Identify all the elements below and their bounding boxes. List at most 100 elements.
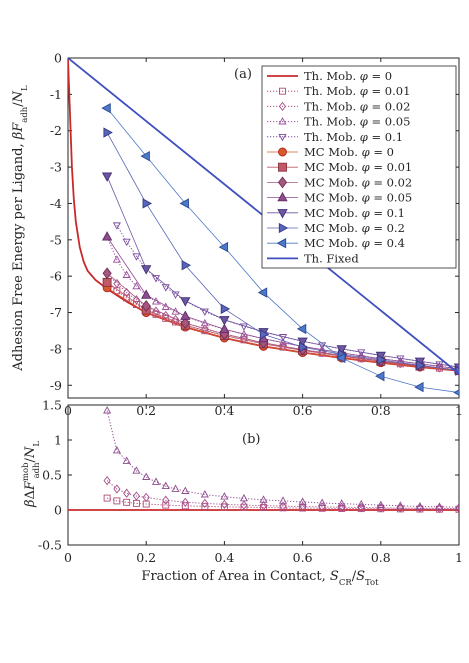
data-point xyxy=(151,477,161,485)
data-point xyxy=(132,253,141,261)
data-point xyxy=(259,501,268,511)
series-line xyxy=(106,281,459,371)
y-tick-label: -8 xyxy=(50,341,62,356)
legend-entry: Th. Fixed xyxy=(267,251,359,265)
legend-label: Th. Mob. φ = 0.1 xyxy=(304,130,403,144)
x-tick-label: 0.8 xyxy=(371,403,391,418)
data-point xyxy=(141,265,152,275)
data-point xyxy=(141,289,152,299)
data-point xyxy=(240,503,248,511)
data-point xyxy=(239,493,249,502)
data-point xyxy=(278,496,288,504)
panel-b: 1.510.50-0.50 0.2 0.4 0.6 0.8 1 (b) βΔFmobadh… xyxy=(21,398,463,589)
panel-b-series xyxy=(68,406,459,514)
x-tick-label: 0.4 xyxy=(214,403,234,418)
y-tick-label: -4 xyxy=(50,196,62,211)
data-point xyxy=(181,497,189,507)
legend-label: MC Mob. φ = 0.4 xyxy=(304,236,405,250)
data-point xyxy=(396,501,405,509)
data-point xyxy=(101,231,113,241)
data-point xyxy=(218,241,229,253)
data-point xyxy=(132,281,141,290)
data-point xyxy=(260,504,267,511)
legend-entry: Th. Mob. φ = 0.1 xyxy=(267,130,403,144)
legend-entry: MC Mob. φ = 0.4 xyxy=(267,236,405,250)
data-point xyxy=(102,267,112,280)
x-tick-label: 0.2 xyxy=(136,403,156,418)
data-point xyxy=(376,500,385,508)
data-point xyxy=(337,499,346,507)
data-point xyxy=(240,500,248,510)
legend-label: MC Mob. φ = 0.01 xyxy=(304,160,412,174)
legend-label: MC Mob. φ = 0.2 xyxy=(304,221,405,235)
data-point xyxy=(132,466,141,474)
data-point xyxy=(415,501,424,510)
legend-label: Th. Mob. φ = 0.02 xyxy=(304,99,410,113)
panel-a-frame xyxy=(67,57,460,399)
legend-entry: Th. Mob. φ = 0 xyxy=(267,69,392,83)
data-point xyxy=(220,303,231,315)
x-tick-label: 0.2 xyxy=(136,550,156,565)
series-line xyxy=(106,236,459,370)
legend-marker xyxy=(279,87,286,95)
panel-b-label: (b) xyxy=(242,432,260,447)
data-point xyxy=(103,494,111,502)
data-point xyxy=(200,490,209,498)
x-tick-label: 0.4 xyxy=(214,550,234,565)
data-point xyxy=(112,445,121,454)
panel-a-series xyxy=(68,58,459,396)
panel-b-ticks: 1.510.50-0.50 0.2 0.4 0.6 0.8 1 xyxy=(38,398,463,566)
data-point xyxy=(219,316,230,326)
series-line xyxy=(106,272,459,371)
legend-marker xyxy=(278,147,287,157)
panel-a: 0-1-2-3-4-5-6-7-8-90 0.2 0.4 0.6 0.8 1 (a) Th… xyxy=(11,51,463,419)
data-point xyxy=(279,501,287,511)
y-tick-label: 0 xyxy=(54,51,62,66)
series-line xyxy=(106,282,459,371)
data-point xyxy=(180,317,190,330)
data-point xyxy=(357,502,365,513)
data-point xyxy=(259,329,270,340)
legend-entry: Th. Mob. φ = 0.01 xyxy=(267,84,410,98)
y-tick-label: 0.5 xyxy=(42,468,62,483)
y-tick-label: 1.5 xyxy=(42,398,62,413)
y-tick-label: -0.5 xyxy=(38,538,62,553)
data-point xyxy=(123,488,131,498)
data-point xyxy=(113,484,121,494)
data-point xyxy=(453,389,459,396)
data-point xyxy=(296,323,307,335)
x-tick-label: 0.6 xyxy=(293,550,313,565)
y-tick-label: -2 xyxy=(50,123,62,138)
data-point xyxy=(171,291,180,299)
data-point xyxy=(335,352,346,364)
series-line xyxy=(106,287,459,372)
data-point xyxy=(298,341,309,353)
data-point xyxy=(112,255,121,263)
legend-label: Th. Fixed xyxy=(304,251,359,265)
x-tick-label: 0 xyxy=(64,550,72,565)
legend-label: MC Mob. φ = 0.1 xyxy=(304,206,405,220)
data-point xyxy=(377,354,387,365)
data-point xyxy=(122,238,131,247)
data-point xyxy=(142,472,151,480)
legend-marker xyxy=(277,209,288,219)
data-point xyxy=(201,327,209,335)
data-point xyxy=(162,501,170,509)
legend-marker xyxy=(278,162,287,172)
data-point xyxy=(122,270,131,278)
legend-label: Th. Mob. φ = 0.01 xyxy=(304,84,410,98)
legend-marker xyxy=(278,101,287,112)
series-11 xyxy=(101,103,459,396)
data-point xyxy=(141,300,151,312)
data-point xyxy=(122,456,131,464)
data-point xyxy=(132,295,140,305)
legend-label: Th. Mob. φ = 0.05 xyxy=(304,115,410,129)
data-point xyxy=(455,365,459,376)
legend-entry: MC Mob. φ = 0.05 xyxy=(267,191,412,205)
data-point xyxy=(180,297,191,307)
legend-marker xyxy=(277,191,288,202)
data-point xyxy=(414,381,424,393)
legend-label: Th. Mob. φ = 0 xyxy=(304,69,392,83)
data-point xyxy=(152,310,160,318)
